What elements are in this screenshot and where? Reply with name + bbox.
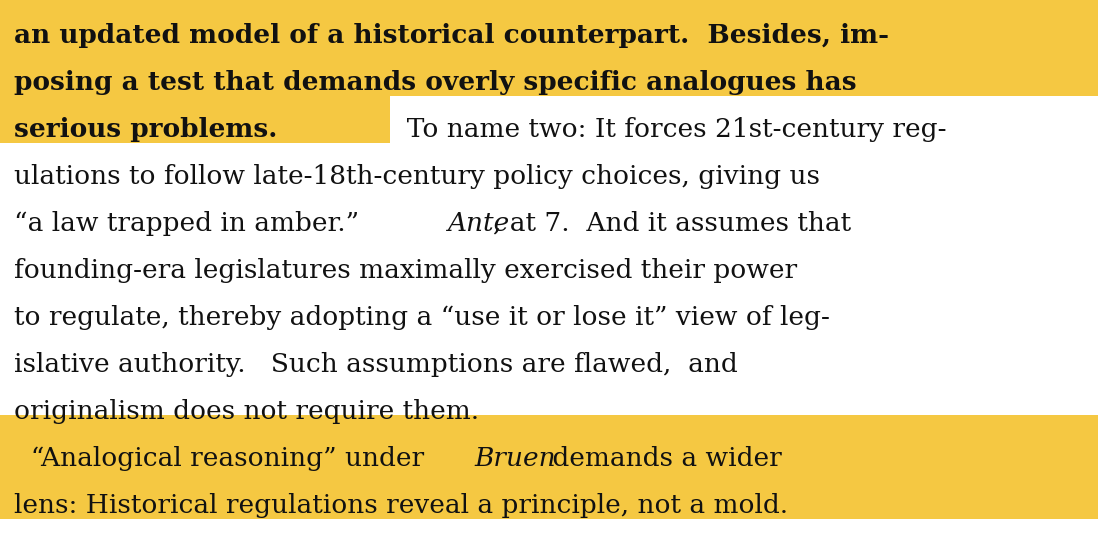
Text: an updated model of a historical counterpart.  Besides, im-: an updated model of a historical counter… — [14, 23, 889, 48]
Text: ulations to follow late-18th-century policy choices, giving us: ulations to follow late-18th-century pol… — [14, 164, 820, 189]
Text: serious problems.: serious problems. — [14, 117, 278, 142]
Text: “Analogical reasoning” under: “Analogical reasoning” under — [14, 446, 433, 471]
Text: “a law trapped in amber.”: “a law trapped in amber.” — [14, 211, 377, 236]
Text: islative authority.   Such assumptions are flawed,  and: islative authority. Such assumptions are… — [14, 352, 738, 377]
Bar — [0, 462, 1098, 520]
Text: To name two: It forces 21st-century reg-: To name two: It forces 21st-century reg- — [390, 117, 946, 142]
Text: , at 7.  And it assumes that: , at 7. And it assumes that — [493, 211, 851, 236]
Text: Ante: Ante — [447, 211, 509, 236]
Text: to regulate, thereby adopting a “use it or lose it” view of leg-: to regulate, thereby adopting a “use it … — [14, 305, 830, 330]
Text: Bruen: Bruen — [474, 446, 556, 471]
Bar — [0, 0, 1098, 49]
Bar — [0, 39, 1098, 96]
Text: posing a test that demands overly specific analogues has: posing a test that demands overly specif… — [14, 70, 856, 95]
Text: demands a wider: demands a wider — [544, 446, 782, 471]
Text: lens: Historical regulations reveal a principle, not a mold.: lens: Historical regulations reveal a pr… — [14, 493, 788, 518]
Bar — [0, 86, 390, 144]
Bar — [0, 415, 1098, 472]
Text: founding-era legislatures maximally exercised their power: founding-era legislatures maximally exer… — [14, 258, 797, 283]
Text: originalism does not require them.: originalism does not require them. — [14, 399, 480, 424]
